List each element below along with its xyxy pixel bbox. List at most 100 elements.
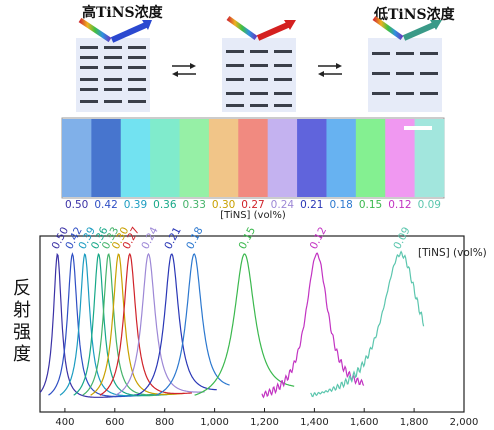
- swatch-sheen: [179, 119, 210, 197]
- equilibrium-arrows-right: [318, 63, 342, 77]
- reflectance-chart: 0.500.420.390.360.330.300.270.24 0.21 0.18…: [13, 225, 487, 428]
- layer-line: [104, 100, 122, 103]
- y-axis-label: 反 射 强 度: [13, 278, 31, 365]
- layer-line: [250, 104, 268, 107]
- layer-line: [104, 46, 122, 49]
- series-line-0.21: [136, 253, 217, 396]
- series-line-0.12: [261, 252, 365, 399]
- color-swatch: [179, 119, 210, 197]
- layer-line: [226, 50, 244, 53]
- x-tick-label: 1,800: [400, 417, 429, 428]
- swatch-sheen: [238, 119, 268, 197]
- color-swatch: [326, 119, 357, 197]
- strip-value-label: 0.27: [241, 199, 264, 211]
- layer-line: [396, 72, 414, 75]
- layer-line: [80, 66, 98, 69]
- swatch-sheen: [208, 119, 239, 197]
- series-label: 0.18: [184, 225, 206, 251]
- layer-line: [250, 50, 268, 53]
- incident-light-icon: [78, 17, 112, 43]
- layer-line: [128, 46, 146, 49]
- series-line-0.15: [194, 253, 295, 396]
- series-label: 0.09: [391, 225, 413, 251]
- swatch-sheen: [297, 119, 327, 197]
- strip-unit-label: [TiNS] (vol%): [220, 210, 286, 221]
- layer-line: [396, 92, 414, 95]
- layer-line: [128, 78, 146, 81]
- layer-line: [80, 46, 98, 49]
- strip-value-label: 0.18: [329, 199, 352, 211]
- arrowhead-icon: [430, 20, 442, 30]
- x-tick-label: 1,600: [350, 417, 379, 428]
- strip-value-label: 0.30: [212, 199, 235, 211]
- layer-line: [250, 64, 268, 67]
- layer-line: [420, 92, 438, 95]
- x-tick-label: 1,000: [200, 417, 229, 428]
- svg-text:度: 度: [13, 344, 31, 365]
- layer-line: [226, 92, 244, 95]
- swatch-sheen: [355, 119, 386, 197]
- color-swatch: [297, 119, 327, 197]
- series-label: 0.15: [237, 225, 259, 251]
- swatch-sheen: [120, 119, 151, 197]
- x-tick-label: 800: [155, 417, 174, 428]
- strip-value-label: 0.24: [271, 199, 295, 211]
- color-swatch: [267, 119, 298, 197]
- layer-line: [372, 72, 390, 75]
- color-swatch: [355, 119, 386, 197]
- swatch-sheen: [91, 119, 122, 197]
- arrowhead-icon: [284, 20, 296, 30]
- layer-line: [104, 78, 122, 81]
- color-swatch: [91, 119, 122, 197]
- svg-text:射: 射: [13, 300, 31, 321]
- layer-line: [274, 92, 292, 95]
- reflected-light-icon: [402, 21, 438, 41]
- swatch-sheen: [150, 119, 180, 197]
- layer-line: [128, 88, 146, 91]
- reflected-light-icon: [110, 21, 150, 43]
- color-swatch: [62, 119, 92, 197]
- schematic: [76, 15, 442, 112]
- swatch-sheen: [267, 119, 298, 197]
- color-strip: 0.50 0.42 0.39 0.36 0.33 0.30 0.27 0.24 0.21 0.18…: [61, 117, 445, 221]
- series-label: 0.12: [308, 225, 330, 251]
- strip-value-label: 0.42: [94, 199, 117, 211]
- layer-line: [226, 104, 244, 107]
- series-label: 0.21: [162, 225, 184, 251]
- strip-value-label: 0.39: [124, 199, 147, 211]
- stack-low: [368, 15, 442, 112]
- series-line-0.27: [99, 252, 192, 396]
- legend-title: [TiNS] (vol%): [418, 247, 487, 259]
- layer-line: [274, 50, 292, 53]
- x-tick-label: 2,000: [450, 417, 479, 428]
- svg-text:强: 强: [13, 322, 31, 343]
- color-swatch: [385, 119, 415, 197]
- x-tick-label: 1,200: [250, 417, 279, 428]
- layer-line: [104, 88, 122, 91]
- layer-line: [80, 88, 98, 91]
- stack-middle: [222, 15, 296, 112]
- strip-value-label: 0.12: [388, 199, 411, 211]
- swatch-sheen: [385, 119, 415, 197]
- layer-line: [128, 100, 146, 103]
- layer-line: [128, 56, 146, 59]
- layer-line: [226, 64, 244, 67]
- reflected-light-icon: [256, 21, 292, 41]
- layer-line: [372, 92, 390, 95]
- series-line-0.09: [310, 250, 425, 398]
- series-line-0.30: [90, 253, 185, 396]
- strip-value-label: 0.36: [153, 199, 177, 211]
- color-swatch: [238, 119, 268, 197]
- incident-light-icon: [372, 15, 404, 41]
- x-tick-label: 1,400: [300, 417, 329, 428]
- series-line-0.50: [39, 252, 140, 398]
- strip-value-label: 0.33: [183, 199, 206, 211]
- strip-value-label: 0.15: [359, 199, 382, 211]
- swatch-sheen: [62, 119, 92, 197]
- series-line-0.18: [155, 253, 230, 396]
- layer-line: [80, 56, 98, 59]
- svg-text:反: 反: [13, 278, 31, 299]
- incident-light-icon: [226, 15, 258, 41]
- plot-frame: [39, 235, 465, 413]
